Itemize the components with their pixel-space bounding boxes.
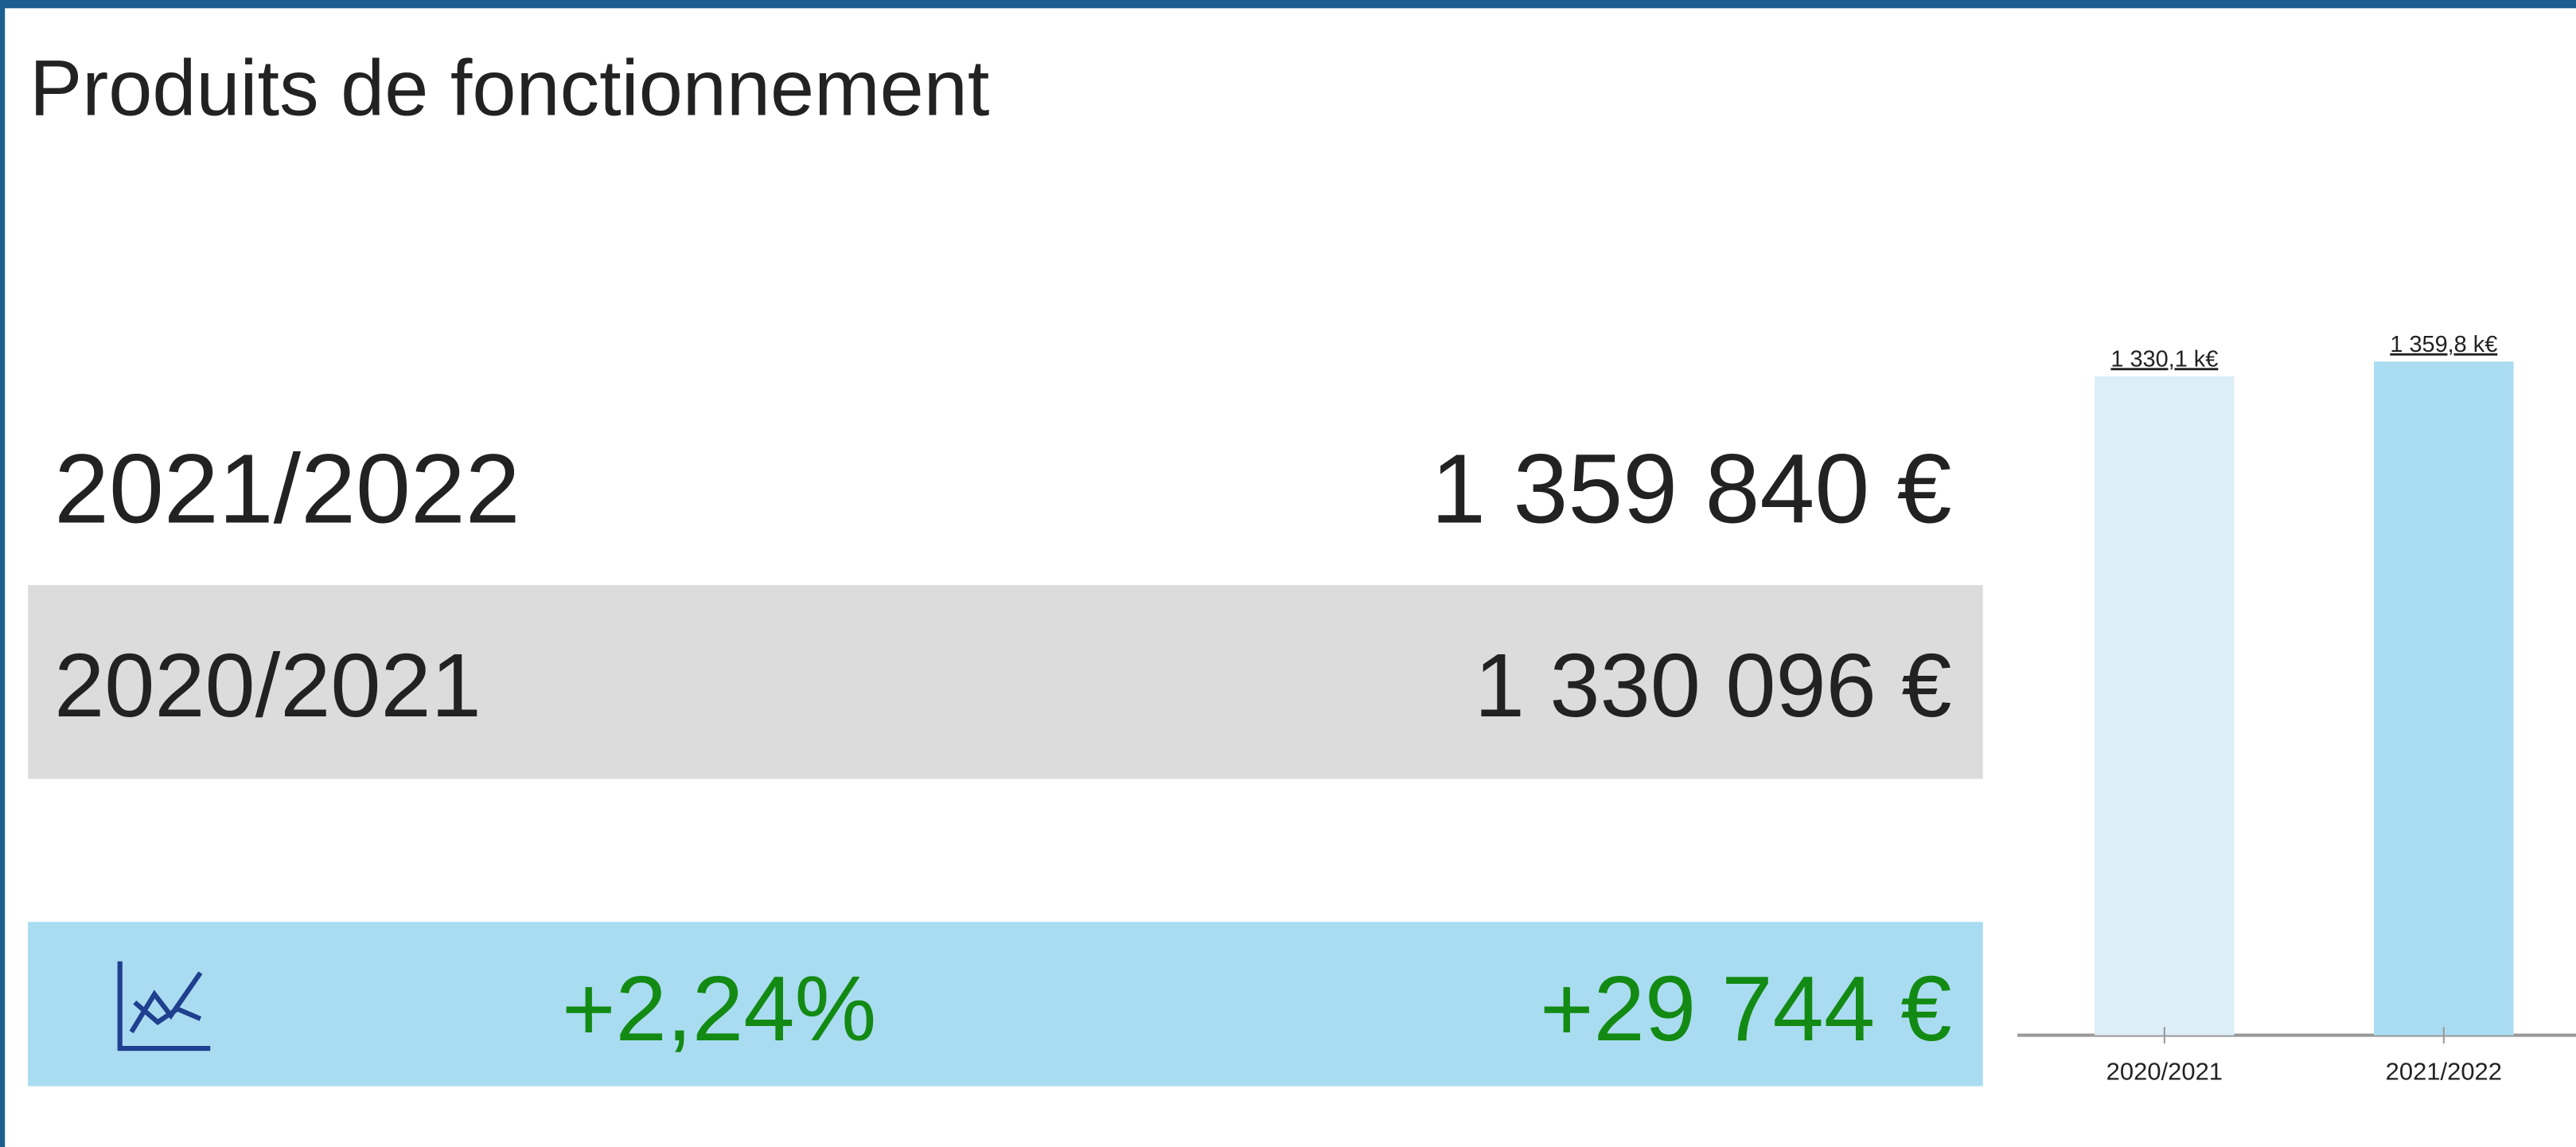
x-tick-label: 2020/2021: [2106, 1057, 2223, 1085]
value-label: 1 330,1 k€: [2110, 346, 2218, 372]
current-value: 1 359 840 €: [1431, 435, 1951, 544]
card-title: Produits de fonctionnement: [29, 44, 989, 132]
variation-row: [28, 922, 1983, 1087]
bar: [2095, 376, 2235, 1036]
trend-icon: [117, 961, 211, 1051]
variation-percent: +2,24%: [562, 958, 876, 1060]
variation-amount: +29 744 €: [1540, 958, 1951, 1060]
bar: [2374, 361, 2514, 1036]
current-label: 2021/2022: [54, 435, 520, 544]
previous-value: 1 330 096 €: [1475, 635, 1952, 736]
previous-label: 2020/2021: [54, 635, 481, 736]
previous-row: [28, 584, 1983, 779]
value-label: 1 359,8 k€: [2390, 332, 2497, 357]
x-tick-label: 2021/2022: [2386, 1057, 2502, 1085]
